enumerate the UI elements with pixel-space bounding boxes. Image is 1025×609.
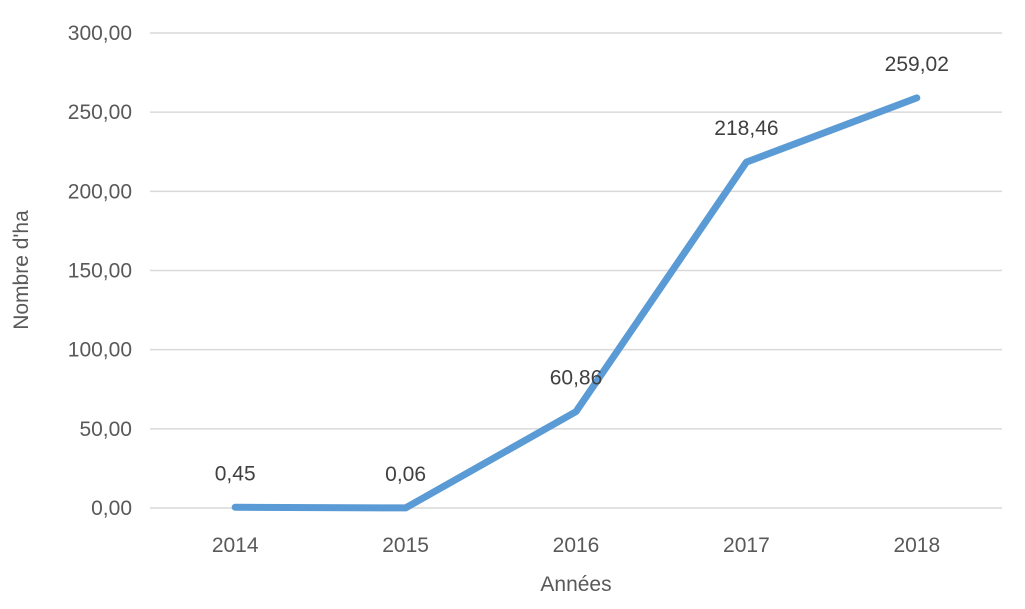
data-label: 218,46: [714, 117, 778, 140]
y-axis-title: Nombre d'ha: [10, 210, 33, 330]
y-tick-label: 0,00: [91, 497, 132, 520]
data-label: 0,06: [385, 463, 426, 486]
y-tick-label: 200,00: [68, 180, 132, 203]
series-line: [231, 94, 921, 512]
y-tick-label: 150,00: [68, 260, 132, 283]
y-tick-label: 250,00: [68, 101, 132, 124]
y-tick-label: 100,00: [68, 339, 132, 362]
data-label: 0,45: [215, 462, 256, 485]
data-label: 60,86: [550, 367, 603, 390]
x-category-label: 2014: [212, 534, 259, 557]
x-category-label: 2017: [723, 534, 770, 557]
x-category-label: 2018: [893, 534, 940, 557]
x-category-label: 2016: [553, 534, 600, 557]
y-tick-label: 300,00: [68, 22, 132, 45]
x-category-label: 2015: [382, 534, 429, 557]
x-axis-title: Années: [540, 573, 612, 596]
y-tick-label: 50,00: [79, 418, 132, 441]
data-label: 259,02: [885, 53, 949, 76]
